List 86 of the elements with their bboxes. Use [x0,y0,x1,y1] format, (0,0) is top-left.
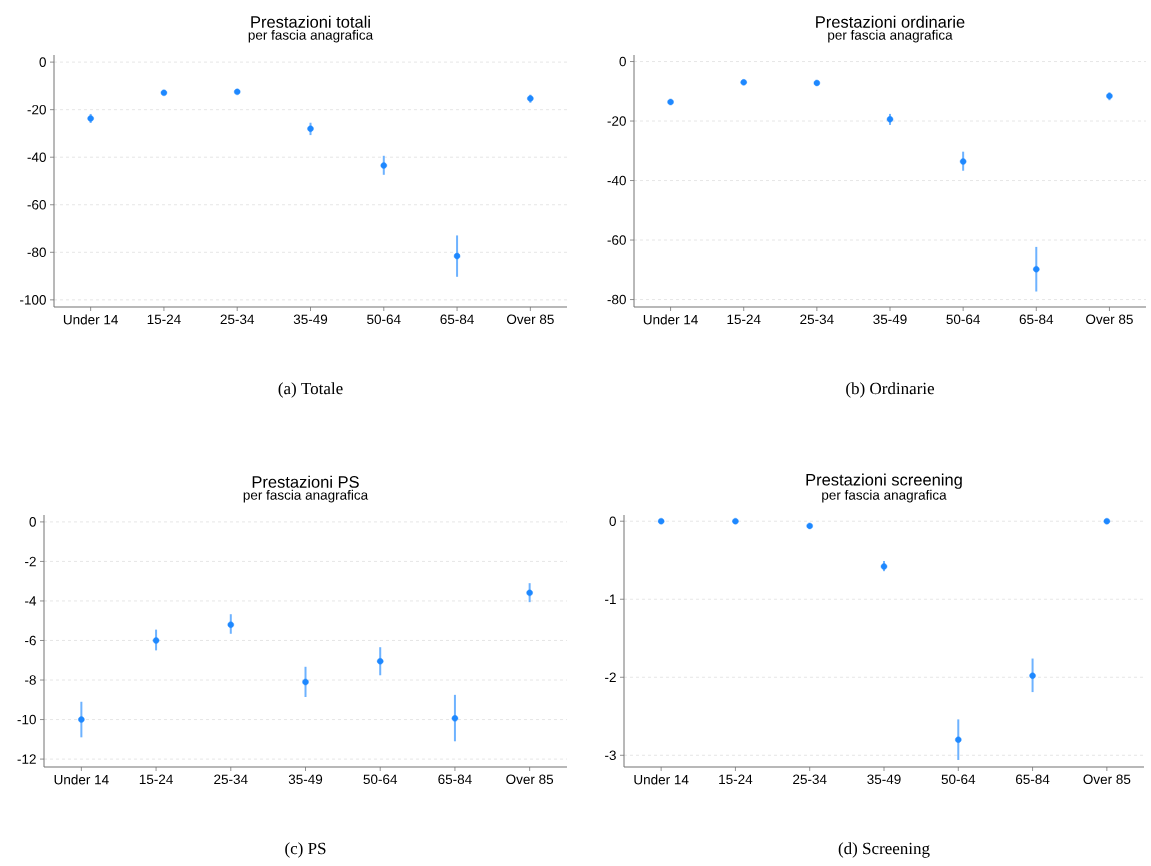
x-tick-label: 65-84 [440,314,474,325]
y-tick-label: -40 [27,152,46,162]
x-tick-label: 65-84 [1019,314,1054,325]
point [1033,266,1040,273]
y-tick-label: -80 [27,247,46,258]
text: (d) Screening [838,842,930,858]
chart-title: Prestazioni PS [252,475,359,488]
x-tick-label: 25-34 [800,314,834,325]
point [955,736,962,743]
x-tick-label: 25-34 [793,774,827,785]
x-tick-label: 50-64 [367,314,401,325]
x-tick-label: Under 14 [634,774,689,785]
chart-subtitle: per fascia anagrafica [822,489,947,503]
y-tick-label: 0 [609,516,616,526]
x-tick-label: Under 14 [643,314,698,325]
point [307,125,314,132]
point [453,252,461,260]
x-tick-label: 25-34 [214,774,248,785]
y-tick-label: -6 [25,635,36,646]
chart-title: Prestazioni totali [251,15,370,28]
y-tick-label: 0 [29,517,36,527]
point [451,715,459,722]
x-tick-label: Over 85 [506,774,554,785]
y-tick-label: -20 [607,116,626,126]
y-tick-label: 0 [619,56,626,67]
x-tick-label: 35-49 [867,774,901,785]
point [380,162,387,169]
point [377,658,384,665]
x-tick-label: Over 85 [1086,314,1133,325]
point [160,89,168,96]
x-tick-label: 15-24 [139,774,173,785]
text: (b) Ordinarie [846,382,935,398]
x-tick-label: Over 85 [506,314,554,325]
x-tick-label: 50-64 [941,774,976,785]
x-tick-label: 35-49 [873,314,907,325]
point [1103,518,1111,525]
text: (a) Totale [278,382,343,398]
point [78,716,85,723]
y-tick-label: -12 [17,754,36,764]
text: (c) PS [285,842,326,858]
y-tick-label: 0 [39,57,46,67]
x-tick-label: 65-84 [1016,774,1050,785]
x-tick-label: 15-24 [147,314,181,325]
y-tick-label: -2 [25,556,36,567]
y-tick-label: -4 [25,596,37,606]
x-tick-label: Under 14 [54,774,109,785]
y-tick-label: -3 [605,750,616,761]
x-tick-label: 15-24 [719,774,753,785]
x-tick-label: 50-64 [363,774,398,785]
y-tick-label: -1 [605,594,616,604]
point [667,98,674,106]
y-tick-label: -40 [607,175,626,186]
point [657,518,665,525]
x-tick-label: Under 14 [63,314,119,325]
y-tick-label: -8 [25,675,36,685]
point [302,678,309,686]
point [152,637,160,644]
y-tick-label: -60 [607,235,626,245]
chart-title: Prestazioni screening [806,473,962,489]
chart-title: Prestazioni ordinarie [816,15,965,28]
x-tick-label: 35-49 [293,314,328,325]
point [813,79,821,87]
point [234,88,241,96]
point [740,79,747,86]
y-tick-label: -60 [27,199,46,210]
x-tick-label: 50-64 [946,314,981,325]
y-tick-label: -80 [607,294,626,305]
y-tick-label: -20 [27,104,46,115]
chart-subtitle: per fascia anagrafica [248,29,374,43]
x-tick-label: 65-84 [438,774,472,785]
point [526,589,533,597]
x-tick-label: 15-24 [727,314,761,325]
point [732,518,739,525]
y-tick-label: -10 [17,714,36,725]
point [806,522,813,530]
point [227,621,234,628]
y-tick-label: -2 [605,672,616,682]
x-tick-label: 25-34 [220,314,255,325]
point [959,158,967,165]
y-tick-label: -100 [20,295,46,305]
point [886,116,894,123]
x-tick-label: Over 85 [1083,774,1131,785]
chart-subtitle: per fascia anagrafica [828,29,953,43]
point [1029,672,1036,679]
chart-subtitle: per fascia anagrafica [243,489,369,503]
x-tick-label: 35-49 [288,774,323,785]
